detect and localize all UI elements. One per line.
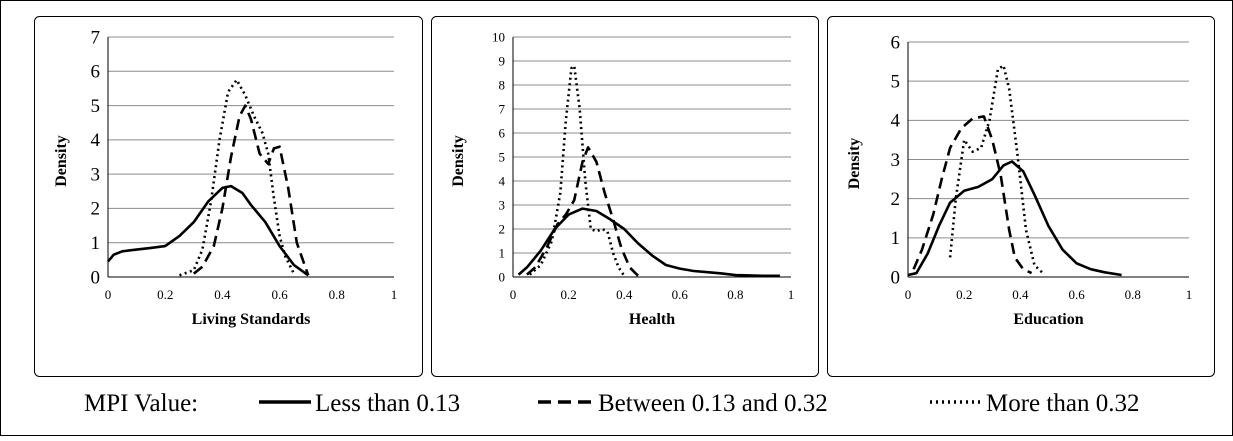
x-tick-label: 0.6	[271, 287, 288, 302]
series-line-dashed	[192, 104, 310, 276]
legend-title: MPI Value:	[84, 390, 198, 417]
panel-3: 0 1 2 3 4 5 6 0 0.2 0.4 0.6 0.8 1 Education Density	[827, 16, 1215, 377]
y-tick-label: 1	[891, 228, 901, 249]
x-tick-label: 1	[391, 287, 398, 302]
series-line-dashed	[526, 146, 640, 277]
panel-1: 0 1 2 3 4 5 6 7 0 0.2 0.4 0.6 0.8 1 Living Standards De…	[34, 16, 423, 377]
series-line-dotted	[528, 64, 626, 277]
y-tick-label: 6	[499, 125, 506, 140]
x-tick-label: 0	[105, 287, 112, 302]
x-tick-label: 0.2	[956, 287, 972, 302]
x-tick-label: 0.4	[214, 287, 231, 302]
y-tick-label: 3	[499, 197, 506, 212]
x-axis-title: Living Standards	[192, 311, 311, 328]
y-tick-label: 10	[492, 29, 505, 44]
legend: MPI Value: Less than 0.13 Between 0.13 a…	[84, 390, 1139, 417]
x-tick-label: 0.8	[727, 287, 743, 302]
y-tick-label: 6	[891, 32, 901, 53]
series-line-dashed	[912, 115, 1033, 275]
x-tick-label: 0.6	[672, 287, 689, 302]
y-tick-label: 5	[91, 96, 101, 117]
y-tick-label: 4	[499, 173, 506, 188]
panel-2: 0 1 2 3 4 5 6 7 8 9 10 0 0.2 0.4 0.6 0.8 1 Health Density	[431, 16, 819, 377]
y-tick-label: 0	[891, 267, 901, 288]
y-tick-label: 4	[891, 111, 901, 132]
y-tick-label: 2	[499, 221, 506, 236]
panel-frame	[827, 16, 1215, 377]
legend-label-dotted: More than 0.32	[986, 390, 1139, 417]
y-tick-label: 2	[891, 189, 901, 210]
x-tick-label: 1	[788, 287, 795, 302]
panel-frame	[431, 16, 819, 377]
x-tick-label: 1	[1186, 287, 1193, 302]
x-tick-label: 0.4	[1012, 287, 1029, 302]
y-tick-label: 4	[91, 130, 101, 151]
y-tick-label: 8	[499, 77, 506, 92]
series-line-solid	[106, 184, 309, 277]
y-tick-label: 9	[499, 53, 506, 68]
legend-label-dashed: Between 0.13 and 0.32	[598, 390, 828, 417]
y-tick-label: 7	[499, 101, 506, 116]
y-tick-label: 2	[91, 199, 101, 220]
y-tick-label: 5	[891, 71, 901, 92]
x-tick-label: 0	[510, 287, 517, 302]
y-tick-label: 1	[91, 233, 101, 254]
x-tick-label: 0.2	[157, 287, 173, 302]
y-tick-label: 7	[91, 27, 101, 48]
y-axis-title: Density	[846, 138, 863, 190]
x-axis-title: Education	[1013, 311, 1083, 328]
x-tick-label: 0.8	[329, 287, 345, 302]
y-tick-label: 3	[91, 164, 101, 185]
y-axis-title: Density	[450, 135, 467, 187]
x-tick-label: 0.8	[1125, 287, 1141, 302]
x-axis-title: Health	[629, 311, 675, 328]
y-axis-title: Density	[53, 135, 70, 187]
x-tick-label: 0	[905, 287, 912, 302]
series-line-solid	[907, 160, 1122, 277]
panels: 0 1 2 3 4 5 6 7 0 0.2 0.4 0.6 0.8 1 Living Standards De…	[34, 16, 1215, 377]
legend-label-solid: Less than 0.13	[315, 390, 460, 417]
x-tick-label: 0.2	[560, 287, 576, 302]
y-tick-label: 0	[91, 267, 101, 288]
y-tick-label: 0	[499, 269, 506, 284]
x-tick-label: 0.4	[616, 287, 633, 302]
y-tick-label: 5	[499, 149, 506, 164]
panel-frame	[34, 16, 423, 377]
y-tick-label: 3	[891, 150, 901, 171]
y-tick-label: 6	[91, 62, 101, 83]
x-tick-label: 0.6	[1068, 287, 1085, 302]
y-tick-label: 1	[499, 245, 506, 260]
